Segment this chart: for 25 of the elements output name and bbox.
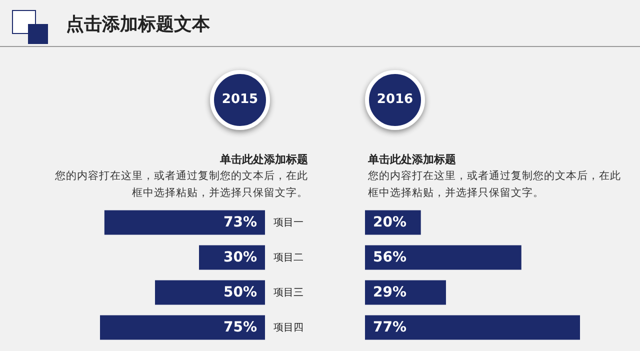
bar: [365, 315, 580, 340]
bar: [104, 210, 265, 235]
chart-subtitle: 单击此处添加标题: [220, 152, 308, 167]
bar: [100, 315, 265, 340]
data-label: 56%: [373, 250, 407, 266]
bar: [365, 245, 522, 270]
data-label: 30%: [223, 250, 257, 266]
data-label: 75%: [223, 320, 257, 336]
bar: [155, 280, 265, 305]
text: 您的内容打在这里，或者通过复制您的文本后，在此框中选择粘贴，并选择只保留文字。: [368, 169, 622, 201]
chart-title: 2015: [220, 92, 260, 107]
y-tick-label: 项目四: [274, 322, 304, 334]
data-label: 29%: [373, 284, 407, 300]
data-label: 77%: [373, 320, 407, 336]
data-label: 73%: [223, 214, 257, 230]
text: 您的内容打在这里，或者通过复制您的文本后，在此框中选择粘贴，并选择只保留文字。: [54, 169, 308, 201]
chart-title: 2016: [376, 92, 414, 107]
data-label: 50%: [223, 284, 257, 300]
y-tick-label: 项目一: [274, 218, 304, 228]
y-tick-label: 项目二: [274, 252, 304, 264]
chart-subtitle: 单击此处添加标题: [368, 152, 456, 167]
data-label: 20%: [373, 214, 407, 230]
text: 点击添加标题文本: [66, 13, 210, 36]
y-tick-label: 项目三: [274, 288, 304, 298]
bar: [365, 280, 446, 305]
